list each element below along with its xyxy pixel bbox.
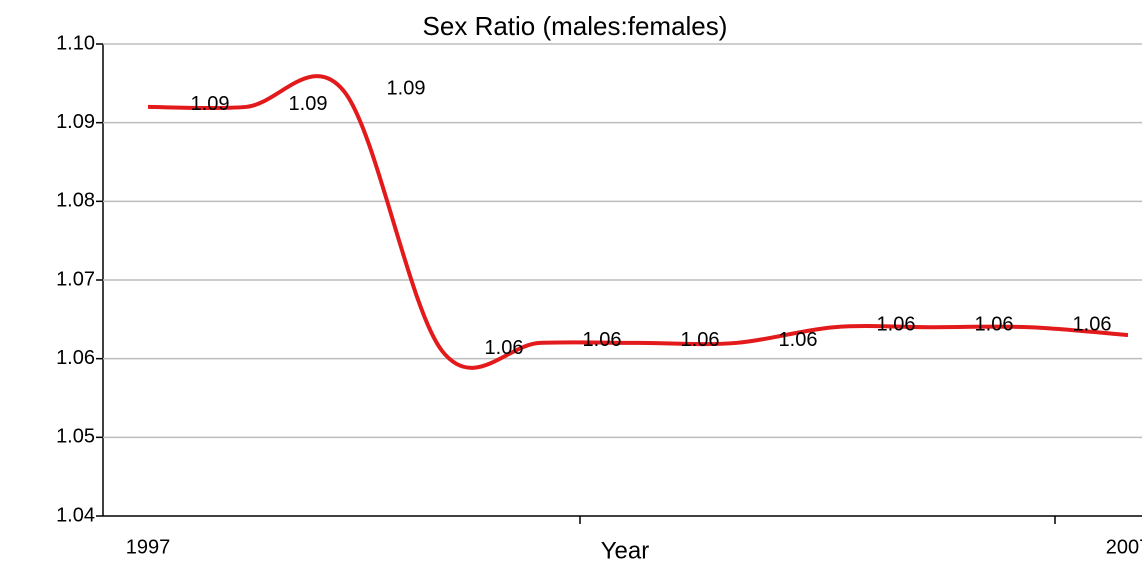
y-tick-label: 1.09 (56, 111, 95, 133)
data-label: 1.06 (485, 337, 524, 359)
y-tick-label: 1.08 (56, 190, 95, 212)
data-label: 1.06 (1073, 313, 1112, 335)
data-label: 1.09 (387, 77, 426, 99)
data-label: 1.09 (191, 93, 230, 115)
y-tick-label: 1.05 (56, 426, 95, 448)
data-label: 1.06 (779, 329, 818, 351)
x-axis-label: Year (601, 537, 650, 564)
x-tick-label: 2007 (1106, 536, 1142, 558)
line (147, 74, 1129, 370)
x-tick-label: 1997 (126, 536, 171, 558)
y-tick-label: 1.10 (56, 32, 95, 54)
data-label: 1.09 (289, 93, 328, 115)
data-label: 1.06 (975, 313, 1014, 335)
data-label: 1.06 (681, 329, 720, 351)
y-tick-label: 1.07 (56, 268, 95, 290)
y-tick-label: 1.06 (56, 347, 95, 369)
chart-title: Sex Ratio (males:females) (423, 11, 728, 41)
data-label: 1.06 (583, 329, 622, 351)
y-tick-label: 1.04 (56, 504, 95, 526)
data-label: 1.06 (877, 313, 916, 335)
